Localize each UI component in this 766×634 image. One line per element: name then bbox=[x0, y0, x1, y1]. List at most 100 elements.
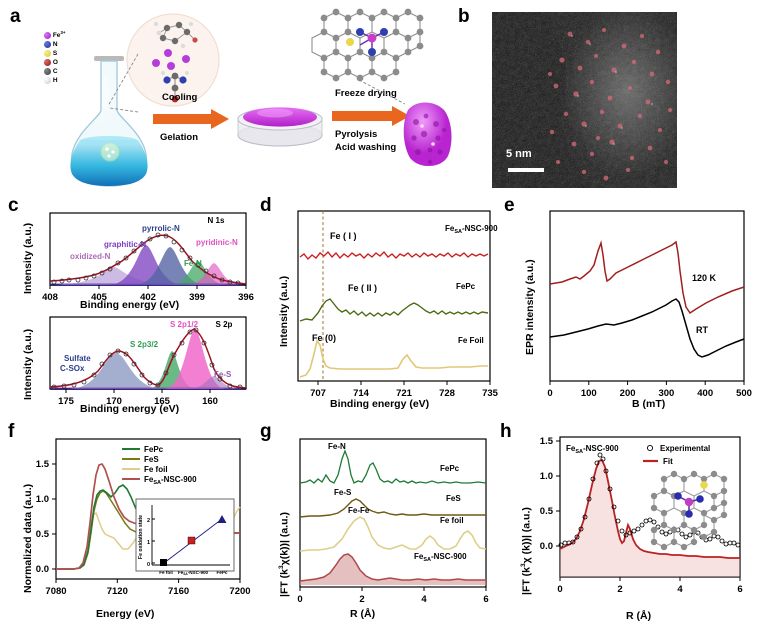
panel-h-xtick: 2 bbox=[617, 584, 622, 595]
panel-f-ytick: 1.0 bbox=[36, 494, 49, 505]
legend-item: H bbox=[44, 76, 66, 85]
panel-f-xtick: 7160 bbox=[168, 586, 189, 597]
legend-label: O bbox=[52, 59, 58, 67]
lattice-connector bbox=[358, 79, 406, 105]
panel-c-top-xtick: 402 bbox=[140, 292, 156, 303]
inset-atom-s bbox=[700, 481, 708, 489]
panel-h-plot: 1.5 1.0 0.5 0.0 0 2 4 6 bbox=[540, 436, 743, 595]
panel-c-top-ylabel: Intensity (a.u.) bbox=[22, 222, 34, 294]
step-pyrolysis-label: Pyrolysis bbox=[335, 129, 378, 140]
panel-g-sample-fefoil: Fe foil bbox=[440, 516, 464, 525]
inset-atom-n bbox=[696, 495, 704, 503]
step-acid-washing-label: Acid washing bbox=[335, 142, 397, 153]
annotation-s-2p12: S 2p1/2 bbox=[170, 320, 199, 329]
panel-d-xlabel: Binding energy (eV) bbox=[330, 398, 430, 410]
panel-e-xlabel: B (mT) bbox=[632, 398, 666, 410]
panel-g-xtick: 0 bbox=[297, 594, 302, 605]
panel-h-xtick: 6 bbox=[737, 584, 742, 595]
panel-f-xlabel: Energy (eV) bbox=[96, 608, 155, 620]
panel-d-plot: 707 714 721 728 735 Fe ( I ) FeSA-NSC-90… bbox=[297, 210, 499, 399]
panel-c-bottom-ylabel: Intensity (a.u.) bbox=[22, 328, 34, 400]
flask-illustration bbox=[70, 56, 148, 187]
panel-c-top-xtick: 408 bbox=[42, 292, 58, 303]
panel-h-xtick: 4 bbox=[677, 584, 683, 595]
panel-f-inset-ytick: 2 bbox=[147, 518, 150, 524]
panel-g-xtick: 6 bbox=[483, 594, 488, 605]
panel-h-ytick: 1.5 bbox=[540, 436, 554, 447]
panel-f-legend-fesa: FeSA-NSC-900 bbox=[144, 475, 197, 486]
panel-c-bottom-xtick: 165 bbox=[154, 396, 171, 407]
panel-h-ytick: 0.0 bbox=[540, 541, 553, 552]
panel-f-inset-ytick: 0 bbox=[147, 562, 150, 568]
legend-label: Fe3+ bbox=[52, 30, 66, 40]
panel-g-xtick: 4 bbox=[421, 594, 427, 605]
panel-a-legend: Fe3+ N S O C H bbox=[44, 28, 66, 85]
panel-f: f Normalized data (a.u.) 0.0 0.5 1.0 1.5… bbox=[0, 415, 258, 634]
legend-item: S bbox=[44, 49, 66, 58]
panel-g-plot: 0 2 4 6 Fe-N FePc Fe-S FeS Fe-Fe Fe foil… bbox=[297, 438, 489, 605]
step-gelation-label: Gelation bbox=[160, 132, 199, 143]
tem-micrograph bbox=[492, 12, 677, 188]
panel-b-label: b bbox=[458, 6, 470, 27]
panel-e-xtick: 200 bbox=[620, 388, 636, 399]
legend-dot-h bbox=[44, 76, 51, 84]
panel-h-label: h bbox=[500, 421, 512, 442]
panel-d-label: d bbox=[260, 195, 272, 216]
panel-d-xtick: 728 bbox=[439, 388, 455, 399]
panel-d-state-fe1: Fe ( I ) bbox=[330, 231, 357, 241]
legend-label: S bbox=[52, 50, 58, 58]
panel-f-inset-cat: Fe foil bbox=[159, 570, 173, 575]
panel-c-bottom-xlabel: Binding energy (eV) bbox=[80, 403, 180, 415]
legend-label: N bbox=[52, 41, 58, 49]
panel-d-state-fe2: Fe ( II ) bbox=[348, 283, 377, 293]
legend-item: N bbox=[44, 40, 66, 49]
legend-label: C bbox=[52, 68, 58, 76]
panel-d-sample-fesa: FeSA-NSC-900 bbox=[445, 224, 498, 235]
panel-c-bottom-xtick: 175 bbox=[58, 396, 75, 407]
panel-h-ytick: 0.5 bbox=[540, 506, 554, 517]
panel-d-ylabel: Intensity (a.u.) bbox=[278, 275, 290, 347]
panel-h-inset-structure bbox=[650, 470, 728, 551]
panel-e-xtick: 400 bbox=[697, 388, 713, 399]
porous-carbon-illustration bbox=[403, 102, 452, 167]
panel-f-legend-fepc: FePc bbox=[144, 445, 164, 454]
annotation-fe-s: Fe-S bbox=[214, 370, 232, 379]
panel-e-xtick: 100 bbox=[581, 388, 597, 399]
panel-a: a Fe3+ N S O C H bbox=[0, 0, 452, 195]
legend-dot-o bbox=[44, 58, 51, 66]
legend-item: O bbox=[44, 58, 66, 67]
panel-g-sample-fepc: FePc bbox=[440, 464, 460, 473]
panel-e-xtick: 500 bbox=[736, 388, 752, 399]
panel-f-xtick: 7200 bbox=[229, 586, 250, 597]
panel-e-label-120k: 120 K bbox=[692, 273, 717, 283]
panel-g-sample-fes: FeS bbox=[446, 494, 461, 503]
magnify-connector-left bbox=[107, 53, 139, 113]
arrow-freezedry-pyrolysis bbox=[332, 106, 410, 126]
panel-d-xtick: 707 bbox=[310, 388, 326, 399]
annotation-pyrrolic-n: pyrrolic-N bbox=[142, 224, 180, 233]
panel-c: c Intensity (a.u.) bbox=[0, 195, 258, 415]
panel-e-xtick: 0 bbox=[547, 388, 552, 399]
panel-f-inset-cat: FeSA-NSC-900 bbox=[178, 570, 209, 576]
scale-bar bbox=[508, 168, 544, 172]
annotation-sulfate: Sulfate bbox=[64, 354, 91, 363]
legend-dot-n bbox=[44, 40, 51, 48]
panel-e-ylabel: EPR intensity (a.u.) bbox=[524, 259, 536, 355]
panel-h-xtick: 0 bbox=[557, 584, 562, 595]
inset-atom-n bbox=[685, 510, 693, 518]
panel-d-state-fe0: Fe (0) bbox=[312, 333, 336, 343]
panel-c-top-xtick: 405 bbox=[91, 292, 108, 303]
panel-e-label-rt: RT bbox=[696, 325, 708, 335]
panel-f-ytick: 0.0 bbox=[36, 564, 49, 575]
inset-atom-n bbox=[674, 492, 682, 500]
legend-item: Fe3+ bbox=[44, 28, 66, 40]
panel-h-ytick: 1.0 bbox=[540, 471, 553, 482]
panel-h-xlabel: R (Å) bbox=[626, 610, 652, 622]
annotation-s-2p32: S 2p3/2 bbox=[130, 340, 159, 349]
panel-c-bottom-title: S 2p bbox=[216, 320, 233, 329]
annotation-pyridinic-n: pyridinic-N bbox=[196, 238, 238, 247]
scale-bar-label: 5 nm bbox=[506, 148, 532, 160]
legend-dot-fe bbox=[44, 31, 51, 39]
panel-b: b bbox=[450, 0, 766, 195]
panel-h-sample-label: FeSA-NSC-900 bbox=[566, 444, 619, 455]
